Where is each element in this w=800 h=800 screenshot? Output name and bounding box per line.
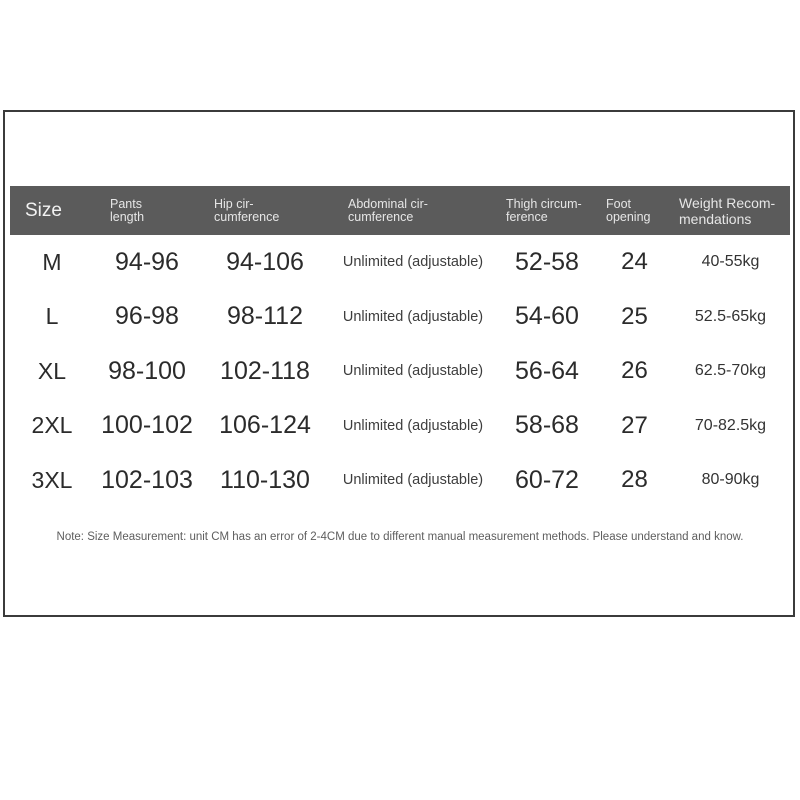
- cell-foot-opening: 26: [621, 357, 648, 385]
- cell-thigh-circumference: 58-68: [515, 411, 579, 440]
- cell-hip-circumference: 98-112: [227, 302, 303, 331]
- cell-size: M: [42, 248, 62, 275]
- column-header-foot-opening: Foot opening: [606, 196, 651, 224]
- table-header-row: Size Pants length Hip cir- cumference Ab…: [10, 186, 790, 235]
- cell-weight-recommendation: 52.5-65kg: [694, 307, 767, 325]
- column-header-abdominal-circumference: Abdominal cir- cumference: [348, 196, 428, 224]
- cell-size: 3XL: [31, 466, 73, 493]
- cell-foot-opening: 27: [621, 411, 648, 439]
- cell-foot-opening: 24: [621, 248, 648, 276]
- cell-abdominal-circumference: Unlimited (adjustable): [342, 472, 484, 489]
- cell-pants-length: 102-103: [101, 465, 193, 494]
- cell-weight-recommendation: 40-55kg: [701, 253, 760, 271]
- table-row: L 96-98 98-112 Unlimited (adjustable) 54…: [10, 290, 790, 345]
- cell-pants-length: 94-96: [115, 247, 179, 276]
- table-row: 2XL 100-102 106-124 Unlimited (adjustabl…: [10, 399, 790, 454]
- cell-pants-length: 98-100: [108, 356, 186, 385]
- cell-abdominal-circumference: Unlimited (adjustable): [342, 308, 484, 325]
- cell-thigh-circumference: 60-72: [515, 465, 579, 494]
- cell-weight-recommendation: 62.5-70kg: [694, 362, 767, 380]
- cell-hip-circumference: 110-130: [220, 465, 310, 494]
- cell-size: 2XL: [31, 412, 73, 439]
- cell-thigh-circumference: 52-58: [515, 247, 579, 276]
- size-chart-card: Size Pants length Hip cir- cumference Ab…: [3, 110, 795, 617]
- cell-pants-length: 100-102: [101, 411, 193, 440]
- cell-weight-recommendation: 70-82.5kg: [694, 416, 767, 434]
- cell-thigh-circumference: 54-60: [515, 302, 579, 331]
- column-header-thigh-circumference: Thigh circum- ference: [506, 196, 582, 224]
- cell-abdominal-circumference: Unlimited (adjustable): [342, 417, 484, 434]
- cell-foot-opening: 25: [621, 302, 648, 330]
- cell-abdominal-circumference: Unlimited (adjustable): [342, 254, 484, 271]
- column-header-pants-length: Pants length: [110, 196, 145, 224]
- cell-foot-opening: 28: [621, 466, 648, 494]
- table-row: XL 98-100 102-118 Unlimited (adjustable)…: [10, 344, 790, 399]
- cell-hip-circumference: 106-124: [219, 411, 311, 440]
- cell-hip-circumference: 94-106: [226, 247, 304, 276]
- table-row: 3XL 102-103 110-130 Unlimited (adjustabl…: [10, 453, 790, 508]
- table-row: M 94-96 94-106 Unlimited (adjustable) 52…: [10, 235, 790, 290]
- cell-abdominal-circumference: Unlimited (adjustable): [342, 363, 484, 380]
- column-header-hip-circumference: Hip cir- cumference: [214, 196, 280, 224]
- cell-size: L: [45, 303, 59, 330]
- measurement-note: Note: Size Measurement: unit CM has an e…: [56, 531, 744, 543]
- cell-hip-circumference: 102-118: [220, 356, 310, 385]
- column-header-size: Size: [25, 200, 62, 221]
- cell-size: XL: [37, 357, 67, 384]
- column-header-weight-recommendations: Weight Recom- mendations: [679, 194, 776, 227]
- cell-weight-recommendation: 80-90kg: [701, 471, 760, 489]
- cell-thigh-circumference: 56-64: [515, 356, 579, 385]
- table-body: M 94-96 94-106 Unlimited (adjustable) 52…: [10, 235, 790, 508]
- cell-pants-length: 96-98: [115, 302, 179, 331]
